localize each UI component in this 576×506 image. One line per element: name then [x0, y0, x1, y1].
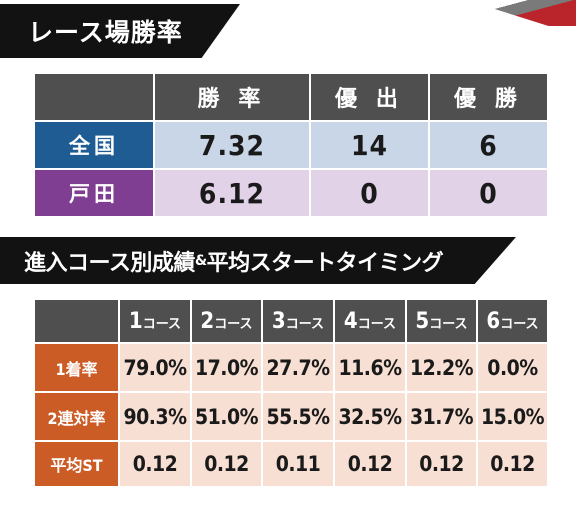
course-stats-title-amp: & — [194, 252, 207, 269]
course-stats-title-main: 進入コース別成績 — [24, 250, 195, 276]
avg-st-course-3: 0.11 — [261, 440, 335, 488]
first-rate-course-4: 11.6% — [333, 342, 407, 393]
top2-rate-course-4: 32.5% — [333, 391, 407, 442]
top2-rate-course-5: 31.7% — [405, 391, 478, 442]
course-number: 2 — [200, 308, 215, 334]
national-win-rate: 7.32 — [153, 120, 311, 170]
course-number: 3 — [271, 308, 286, 334]
course-suffix: コース — [142, 316, 182, 332]
course-number: 1 — [128, 308, 143, 334]
course-stats-title: 進入コース別成績 & 平均スタートタイミング — [0, 237, 516, 284]
first-rate-course-2: 17.0% — [190, 342, 263, 393]
column-header-finals: 優 出 — [309, 72, 430, 122]
avg-st-course-4: 0.12 — [333, 440, 407, 488]
course-header-4: 4コース — [333, 298, 407, 344]
column-header-wins: 優 勝 — [428, 72, 549, 122]
avg-st-course-5: 0.12 — [405, 440, 478, 488]
course-stats-header-row: 1コース 2コース 3コース 4コース 5コース 6コース — [33, 298, 549, 344]
course-suffix: コース — [357, 316, 397, 332]
course-stats-row-avg-st: 平均ST 0.12 0.12 0.11 0.12 0.12 0.12 — [33, 440, 549, 488]
avg-st-course-2: 0.12 — [190, 440, 263, 488]
toda-finals: 0 — [309, 168, 430, 218]
first-rate-course-3: 27.7% — [261, 342, 335, 393]
course-number: 5 — [415, 308, 430, 334]
top2-rate-course-1: 90.3% — [118, 391, 192, 442]
venue-rate-table: 勝 率 優 出 優 勝 全国 7.32 14 6 戸田 6.12 0 0 — [33, 72, 549, 218]
venue-rate-header-row: 勝 率 優 出 優 勝 — [33, 72, 549, 122]
venue-rate-row-national: 全国 7.32 14 6 — [33, 120, 549, 170]
course-header-1: 1コース — [118, 298, 192, 344]
course-number: 4 — [343, 308, 358, 334]
course-stats-row-first-rate: 1着率 79.0% 17.0% 27.7% 11.6% 12.2% 0.0% — [33, 342, 549, 393]
course-number: 6 — [486, 308, 501, 334]
toda-win-rate: 6.12 — [153, 168, 311, 218]
course-stats-table: 1コース 2コース 3コース 4コース 5コース 6コース 1着率 79.0% … — [33, 298, 549, 488]
national-wins: 6 — [428, 120, 549, 170]
avg-st-course-6: 0.12 — [476, 440, 549, 488]
avg-st-course-1: 0.12 — [118, 440, 192, 488]
row-label-avg-st: 平均ST — [33, 440, 120, 488]
corner-decoration — [466, 0, 576, 26]
course-suffix: コース — [214, 316, 253, 332]
course-suffix: コース — [429, 316, 468, 332]
course-stats-corner — [33, 298, 120, 344]
column-header-win-rate: 勝 率 — [153, 72, 311, 122]
course-suffix: コース — [285, 316, 325, 332]
course-header-5: 5コース — [405, 298, 478, 344]
row-label-top2-rate: 2連対率 — [33, 391, 120, 442]
venue-rate-title: レース場勝率 — [0, 4, 240, 58]
course-header-2: 2コース — [190, 298, 263, 344]
top2-rate-course-3: 55.5% — [261, 391, 335, 442]
national-finals: 14 — [309, 120, 430, 170]
top2-rate-course-6: 15.0% — [476, 391, 549, 442]
first-rate-course-6: 0.0% — [476, 342, 549, 393]
venue-rate-corner — [33, 72, 155, 122]
row-label-national: 全国 — [33, 120, 155, 170]
row-label-first-rate: 1着率 — [33, 342, 120, 393]
course-stats-row-top2-rate: 2連対率 90.3% 51.0% 55.5% 32.5% 31.7% 15.0% — [33, 391, 549, 442]
course-header-6: 6コース — [476, 298, 549, 344]
first-rate-course-1: 79.0% — [118, 342, 192, 393]
venue-rate-row-toda: 戸田 6.12 0 0 — [33, 168, 549, 218]
top2-rate-course-2: 51.0% — [190, 391, 263, 442]
first-rate-course-5: 12.2% — [405, 342, 478, 393]
venue-rate-title-text: レース場勝率 — [28, 18, 183, 47]
toda-wins: 0 — [428, 168, 549, 218]
row-label-toda: 戸田 — [33, 168, 155, 218]
course-header-3: 3コース — [261, 298, 335, 344]
course-suffix: コース — [500, 316, 539, 332]
course-stats-title-tail: 平均スタートタイミング — [206, 250, 444, 276]
